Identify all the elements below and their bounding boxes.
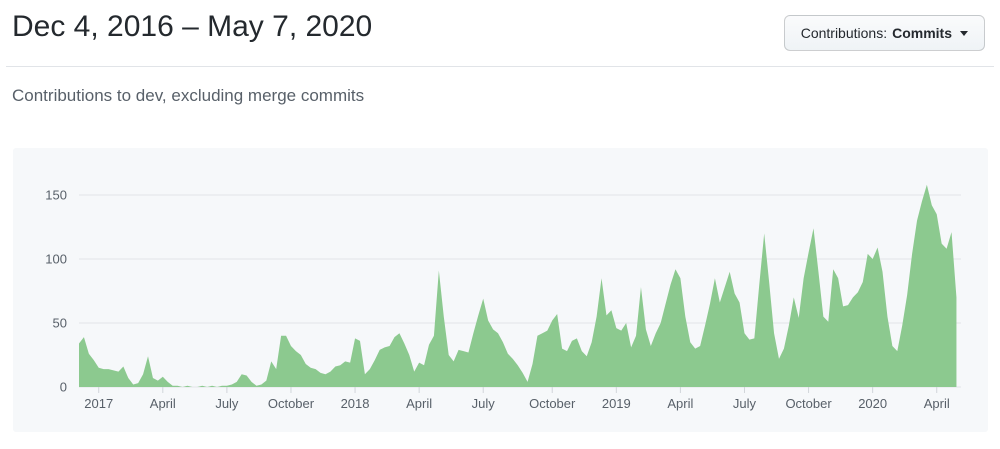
svg-text:April: April — [406, 396, 432, 411]
svg-text:100: 100 — [45, 252, 67, 267]
svg-text:July: July — [215, 396, 239, 411]
x-axis-ticks — [98, 387, 938, 393]
chart-subtitle: Contributions to dev, excluding merge co… — [12, 86, 365, 105]
svg-text:2017: 2017 — [84, 396, 113, 411]
svg-text:April: April — [150, 396, 176, 411]
svg-text:July: July — [472, 396, 496, 411]
contributions-filter-button[interactable]: Contributions: Commits — [783, 15, 985, 51]
svg-text:2018: 2018 — [341, 396, 370, 411]
svg-text:October: October — [268, 396, 315, 411]
contributions-area-chart[interactable]: 0 50 100 150 2017 April July October 2018 April Ju… — [13, 148, 988, 432]
svg-text:July: July — [733, 396, 757, 411]
svg-text:April: April — [667, 396, 693, 411]
chart-panel: 0 50 100 150 2017 April July October 2018 April Ju… — [13, 148, 988, 432]
filter-button-value: Commits — [892, 25, 952, 41]
svg-text:October: October — [785, 396, 832, 411]
svg-text:2019: 2019 — [602, 396, 631, 411]
page-title: Dec 4, 2016 – May 7, 2020 — [12, 10, 373, 43]
svg-text:50: 50 — [53, 316, 67, 331]
svg-text:April: April — [924, 396, 950, 411]
y-axis-labels: 0 50 100 150 — [45, 188, 67, 395]
chevron-down-icon — [960, 30, 968, 36]
svg-text:150: 150 — [45, 188, 67, 203]
svg-text:October: October — [529, 396, 576, 411]
x-axis-labels: 2017 April July October 2018 April July October… — [84, 396, 950, 411]
filter-button-label: Contributions: — [800, 25, 888, 41]
svg-text:0: 0 — [60, 380, 67, 395]
svg-text:2020: 2020 — [858, 396, 887, 411]
header-divider — [6, 66, 994, 67]
area-series — [79, 184, 957, 387]
